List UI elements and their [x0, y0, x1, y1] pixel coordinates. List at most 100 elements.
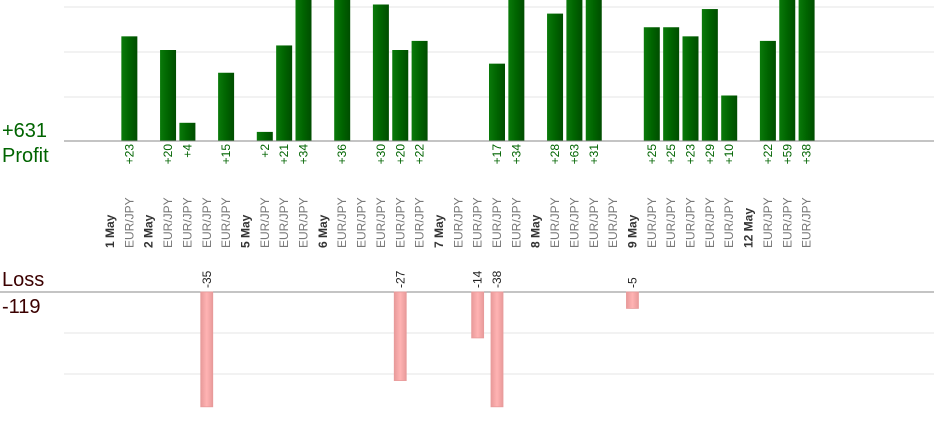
- profit-bar: [372, 4, 389, 141]
- pair-label: EUR/JPY: [664, 197, 678, 248]
- profit-bar: [276, 45, 293, 142]
- pair-label: EUR/JPY: [200, 197, 214, 248]
- loss-bar: [490, 291, 504, 408]
- pair-label: EUR/JPY: [645, 197, 659, 248]
- pair-label: EUR/JPY: [393, 197, 407, 248]
- loss-bar: [626, 291, 639, 309]
- profit-value-label: +23: [122, 144, 136, 165]
- profit-bar: [682, 36, 699, 141]
- profit-bar: [701, 9, 718, 141]
- profit-bar: [585, 0, 602, 142]
- profit-bar: [411, 40, 428, 141]
- profit-bar: [566, 0, 583, 142]
- profit-value-label: +34: [509, 144, 523, 165]
- pair-label: EUR/JPY: [761, 197, 775, 248]
- pair-label: EUR/JPY: [587, 197, 601, 248]
- pair-label: EUR/JPY: [606, 197, 620, 248]
- date-label: 6 May: [316, 214, 330, 248]
- profit-value-label: +17: [490, 144, 504, 165]
- profit-value-label: +59: [780, 144, 794, 165]
- loss-value-label: -38: [490, 270, 504, 288]
- profit-bar: [663, 27, 680, 141]
- profit-value-label: +63: [567, 144, 581, 165]
- loss-value-label: -14: [471, 270, 485, 288]
- pair-label: EUR/JPY: [471, 197, 485, 248]
- pair-label: EUR/JPY: [277, 197, 291, 248]
- profit-label: Profit: [2, 145, 49, 167]
- loss-bar: [200, 291, 214, 408]
- profit-bar: [489, 63, 505, 141]
- loss-value-label: -27: [393, 270, 407, 288]
- profit-value-label: +25: [645, 144, 659, 165]
- date-label: 2 May: [142, 214, 156, 248]
- profit-bar: [547, 13, 564, 142]
- pair-label: EUR/JPY: [219, 197, 233, 248]
- pair-label: EUR/JPY: [722, 197, 736, 248]
- profit-value-label: +29: [703, 144, 717, 165]
- profit-bar: [218, 72, 235, 141]
- pair-label: EUR/JPY: [355, 197, 369, 248]
- profit-bar: [256, 131, 273, 141]
- pair-label: EUR/JPY: [297, 197, 311, 248]
- pair-label: EUR/JPY: [490, 197, 504, 248]
- profit-value-label: +21: [277, 144, 291, 165]
- pair-label: EUR/JPY: [684, 197, 698, 248]
- date-label: 9 May: [625, 214, 639, 248]
- loss-bar: [471, 291, 485, 339]
- date-label: 7 May: [432, 214, 446, 248]
- profit-value-label: +2: [258, 144, 272, 158]
- pair-label: EUR/JPY: [451, 197, 465, 248]
- date-label: 12 May: [742, 208, 756, 248]
- profit-value-label: +34: [297, 144, 311, 165]
- profit-value-label: +20: [393, 144, 407, 165]
- profit-bar: [392, 50, 409, 141]
- profit-value-label: +28: [548, 144, 562, 165]
- profit-bar: [334, 0, 351, 142]
- profit-total: +631: [2, 120, 48, 142]
- profit-value-label: +23: [684, 144, 698, 165]
- pair-label: EUR/JPY: [180, 197, 194, 248]
- date-label: 1 May: [103, 214, 117, 248]
- profit-value-label: +15: [219, 144, 233, 165]
- profit-bar: [721, 95, 738, 141]
- profit-value-label: +25: [664, 144, 678, 165]
- pair-label: EUR/JPY: [258, 197, 272, 248]
- profit-bar: [508, 0, 525, 142]
- profit-bar: [798, 0, 815, 142]
- profit-bar: [160, 50, 177, 141]
- pair-label: EUR/JPY: [161, 197, 175, 248]
- date-label: 8 May: [529, 214, 543, 248]
- profit-value-label: +36: [335, 144, 349, 165]
- profit-value-label: +4: [180, 144, 194, 158]
- loss-value-label: -35: [200, 270, 214, 288]
- profit-bar: [295, 0, 312, 142]
- profit-value-label: +20: [161, 144, 175, 165]
- profit-bar: [121, 36, 138, 141]
- pair-label: EUR/JPY: [374, 197, 388, 248]
- pair-label: EUR/JPY: [548, 197, 562, 248]
- profit-value-label: +22: [761, 144, 775, 165]
- pair-label: EUR/JPY: [509, 197, 523, 248]
- loss-bar: [393, 291, 407, 381]
- loss-label: Loss: [2, 269, 45, 291]
- profit-value-label: +22: [413, 144, 427, 165]
- pair-label: EUR/JPY: [703, 197, 717, 248]
- pair-label: EUR/JPY: [800, 197, 814, 248]
- loss-total: -119: [2, 296, 41, 318]
- profit-value-label: +31: [587, 144, 601, 165]
- profit-value-label: +38: [800, 144, 814, 165]
- profit-bar: [643, 27, 660, 141]
- profit-bar: [179, 122, 196, 141]
- pair-label: EUR/JPY: [335, 197, 349, 248]
- date-label: 5 May: [238, 214, 252, 248]
- profit-bar: [759, 40, 776, 141]
- pair-label: EUR/JPY: [567, 197, 581, 248]
- profit-value-label: +10: [722, 144, 736, 165]
- pair-label: EUR/JPY: [122, 197, 136, 248]
- pair-label: EUR/JPY: [413, 197, 427, 248]
- profit-value-label: +30: [374, 144, 388, 165]
- pair-label: EUR/JPY: [780, 197, 794, 248]
- loss-value-label: -5: [625, 277, 639, 288]
